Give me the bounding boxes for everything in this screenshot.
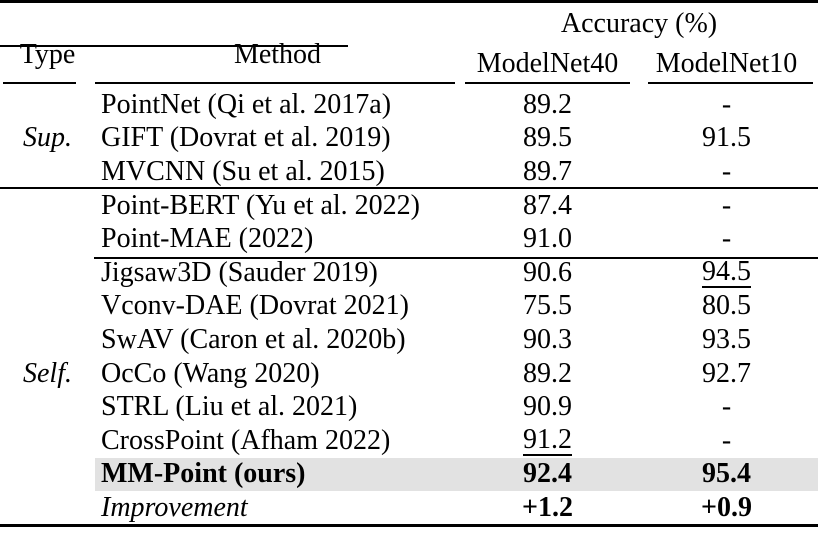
modelnet10-value: - [721,424,732,456]
table-row-jigsaw3d: Jigsaw3D (Sauder 2019) 90.6 94.5 [0,256,818,290]
table-row-vconv-dae: Vconv-DAE (Dovrat 2021) 75.5 80.5 [0,290,818,324]
bottom-rule [0,524,818,527]
modelnet40-value-bold: 92.4 [460,457,635,492]
modelnet10-value: 92.7 [702,357,751,389]
type-label [0,491,95,525]
method-cell: SwAV (Caron et al. 2020b) [101,323,406,355]
modelnet10-value: - [721,189,732,221]
table-row-occo: Self. OcCo (Wang 2020) 89.2 92.7 [0,357,818,391]
section-rule-mid [94,257,818,259]
modelnet10-value: - [721,391,732,423]
type-label [0,458,95,492]
type-label [0,424,95,458]
modelnet40-value: 89.7 [523,155,572,187]
table-row-pointnet: PointNet (Qi et al. 2017a) 89.2 - [0,88,818,122]
modelnet10-value-bold: 95.4 [635,457,818,492]
underlined-value: 94.5 [702,255,751,288]
modelnet10-value: - [721,88,732,120]
top-rule [0,0,818,3]
header-rule-modelnet40 [465,82,630,84]
underlined-value: 91.2 [523,423,572,456]
table-row-point-mae: Point-MAE (2022) 91.0 - [0,222,818,256]
method-cell: MVCNN (Su et al. 2015) [101,155,385,187]
method-cell: PointNet (Qi et al. 2017a) [101,88,392,120]
modelnet10-delta: +0.9 [701,491,752,523]
type-label [0,189,95,223]
method-cell: Jigsaw3D (Sauder 2019) [101,256,378,288]
type-label [0,290,95,324]
method-cell: Point-BERT (Yu et al. 2022) [101,189,421,221]
table-row-mvcnn: MVCNN (Su et al. 2015) 89.7 - [0,155,818,189]
modelnet10-value: - [721,223,732,255]
table-row-mm-point-ours-highlighted: MM-Point (ours) 92.4 95.4 [0,457,818,492]
column-group-accuracy: Accuracy (%) [560,8,718,39]
column-header-modelnet10: ModelNet10 [655,48,798,79]
type-label [0,256,95,290]
column-header-type: Type [19,39,76,70]
header-rule-modelnet10 [648,82,813,84]
table-row-crosspoint: CrossPoint (Afham 2022) 91.2 - [0,424,818,458]
modelnet40-delta: +1.2 [522,491,573,523]
method-cell-bold: MM-Point (ours) [95,457,460,492]
method-cell: OcCo (Wang 2020) [101,357,320,389]
type-label [0,155,95,189]
modelnet40-value: 90.3 [523,323,572,355]
section-rule-sup-self [0,187,818,189]
method-cell: Point-MAE (2022) [101,223,314,255]
modelnet40-value: 89.2 [523,88,572,120]
table-row-strl: STRL (Liu et al. 2021) 90.9 - [0,390,818,424]
modelnet40-value: 90.6 [523,256,572,288]
table-body: PointNet (Qi et al. 2017a) 89.2 - Sup. G… [0,88,818,525]
type-label-self: Self. [23,357,72,389]
modelnet10-value-underlined: 94.5 [635,256,818,290]
modelnet10-value: 93.5 [702,323,751,355]
modelnet40-value: 90.9 [523,391,572,423]
method-cell: GIFT (Dovrat et al. 2019) [101,122,391,154]
column-header-method: Method [233,39,322,70]
table-row-swav: SwAV (Caron et al. 2020b) 90.3 93.5 [0,323,818,357]
method-cell-italic: Improvement [101,491,248,523]
table-row-improvement: Improvement +1.2 +0.9 [0,491,818,525]
type-label [0,390,95,424]
modelnet40-value: 75.5 [523,290,572,322]
table-row-gift: Sup. GIFT (Dovrat et al. 2019) 89.5 91.5 [0,122,818,156]
header-rule-type [3,82,76,84]
type-label [0,323,95,357]
modelnet10-value: - [721,155,732,187]
table-row-point-bert: Point-BERT (Yu et al. 2022) 87.4 - [0,189,818,223]
modelnet10-value: 91.5 [702,122,751,154]
type-label [0,88,95,122]
type-label-sup: Sup. [23,122,72,154]
method-cell: CrossPoint (Afham 2022) [101,424,391,456]
modelnet40-value-underlined: 91.2 [460,424,635,458]
header-rule-method [95,82,455,84]
modelnet40-value: 91.0 [523,223,572,255]
type-label [0,222,95,256]
column-header-modelnet40: ModelNet40 [476,48,619,79]
modelnet40-value: 87.4 [523,189,572,221]
method-cell: STRL (Liu et al. 2021) [101,391,358,423]
modelnet40-value: 89.5 [523,122,572,154]
accuracy-group-rule [0,45,348,47]
modelnet40-value: 89.2 [523,357,572,389]
modelnet10-value: 80.5 [702,290,751,322]
method-cell: Vconv-DAE (Dovrat 2021) [101,290,409,322]
